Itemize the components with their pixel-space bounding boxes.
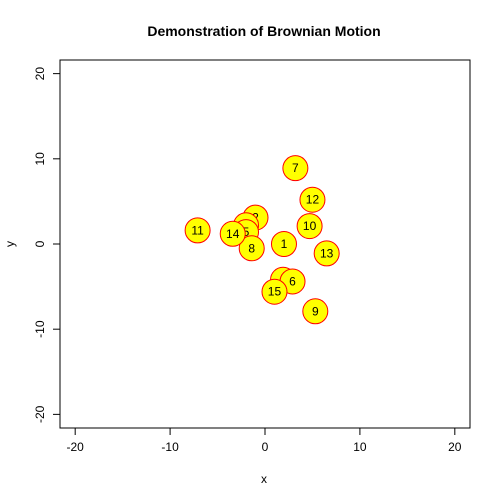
particle-11: 11 xyxy=(184,217,211,244)
particle-marker xyxy=(299,186,326,213)
particle-marker xyxy=(238,235,265,262)
particle-marker xyxy=(219,220,246,247)
particle-7: 7 xyxy=(282,155,309,182)
particle-label: 6 xyxy=(289,274,296,288)
particle-label: 7 xyxy=(292,161,299,175)
particle-13: 13 xyxy=(313,240,340,267)
x-axis: -20 -10 0 10 20 xyxy=(67,427,462,454)
y-tick-label: -20 xyxy=(33,405,47,423)
x-tick-label: 20 xyxy=(448,440,462,454)
x-tick-label: -20 xyxy=(67,440,85,454)
particle-marker xyxy=(270,231,297,257)
y-tick-label: 20 xyxy=(33,67,47,81)
x-tick-label: 10 xyxy=(353,440,367,454)
particle-marker xyxy=(313,240,340,267)
particle-marker xyxy=(184,217,211,244)
particle-label: 5 xyxy=(243,225,250,239)
particle-9: 9 xyxy=(302,298,329,325)
particle-15: 15 xyxy=(261,278,288,305)
plot-frame xyxy=(59,59,471,429)
particle-marker xyxy=(261,278,288,305)
particle-label: 1 xyxy=(281,237,288,251)
particle-label: 12 xyxy=(306,193,320,207)
particle-14: 14 xyxy=(219,220,246,247)
particle-label: 15 xyxy=(268,285,282,299)
particle-1: 1 xyxy=(270,231,297,257)
particle-10: 10 xyxy=(296,213,323,240)
particle-label: 9 xyxy=(312,304,319,318)
y-axis-label: y xyxy=(3,241,17,247)
scatter-points: 123456789101112131415 xyxy=(184,155,340,325)
particle-marker xyxy=(282,155,309,182)
chart-title: Demonstration of Brownian Motion xyxy=(147,23,380,39)
y-axis: -20 -10 0 10 20 xyxy=(33,67,61,423)
particle-marker xyxy=(302,298,329,325)
particle-label: 8 xyxy=(248,241,255,255)
particle-label: 11 xyxy=(191,223,204,237)
y-tick-label: -10 xyxy=(33,320,47,338)
particle-label: 13 xyxy=(320,246,334,260)
x-tick-label: 0 xyxy=(262,440,269,454)
x-axis-label: x xyxy=(261,472,267,486)
y-tick-label: 10 xyxy=(33,152,47,166)
y-tick-label: 0 xyxy=(33,240,47,247)
x-tick-label: -10 xyxy=(161,440,179,454)
particle-8: 8 xyxy=(238,235,265,262)
particle-label: 10 xyxy=(303,219,317,233)
particle-12: 12 xyxy=(299,186,326,213)
particle-marker xyxy=(296,213,323,240)
particle-label: 14 xyxy=(226,227,240,241)
